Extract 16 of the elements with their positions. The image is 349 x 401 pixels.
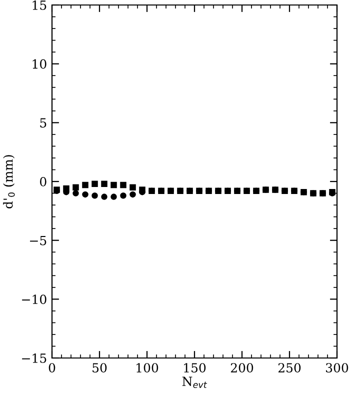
y-tick-label: −15 xyxy=(22,353,46,363)
x-tick-label: 200 xyxy=(230,363,254,373)
x-tick-label: 100 xyxy=(136,363,158,373)
y-tick-label: −5 xyxy=(30,236,46,246)
x-tick-label: 300 xyxy=(326,363,348,373)
y-axis-title: d'$_{0}$ (mm) xyxy=(3,155,15,208)
y-tick-label: 5 xyxy=(40,118,46,128)
x-tick-label: 250 xyxy=(278,363,301,373)
y-tick-label: 0 xyxy=(40,176,46,186)
x-tick-label: 150 xyxy=(184,363,206,373)
y-tick-label: 15 xyxy=(32,0,46,10)
y-tick-label: 10 xyxy=(32,59,46,69)
y-tick-label: −10 xyxy=(22,294,46,304)
x-axis-title: N$_{evt}$ xyxy=(182,376,208,388)
x-tick-label: 50 xyxy=(92,363,107,373)
x-tick-label: 0 xyxy=(48,363,56,373)
